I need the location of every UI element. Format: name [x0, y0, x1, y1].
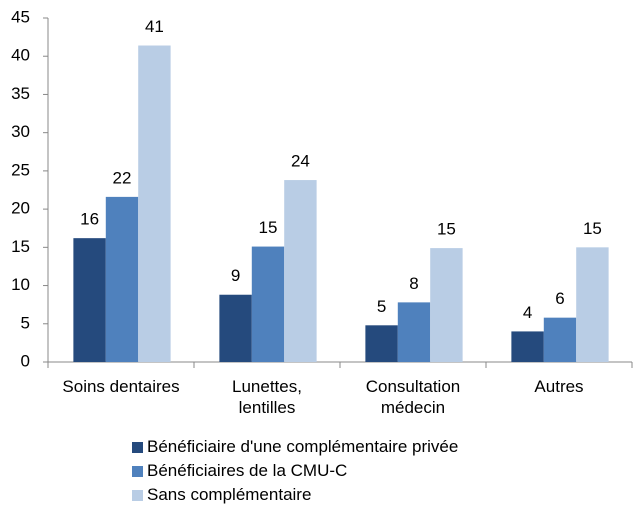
y-tick-label: 45	[11, 7, 30, 26]
data-label: 24	[291, 152, 310, 171]
x-tick-label: Soins dentaires	[62, 377, 180, 396]
y-tick-label: 25	[11, 160, 30, 179]
bar	[73, 238, 106, 362]
y-tick-label: 5	[21, 313, 30, 332]
bar	[284, 180, 317, 362]
legend-item: Bénéficiaires de la CMU-C	[132, 460, 347, 482]
bar	[365, 325, 398, 362]
data-label: 5	[377, 297, 386, 316]
bar	[511, 331, 544, 362]
data-label: 41	[145, 17, 164, 36]
y-tick-label: 40	[11, 46, 30, 65]
y-tick-label: 20	[11, 199, 30, 218]
bar	[576, 247, 609, 362]
legend-label: Bénéficiaire d'une complémentaire privée	[147, 437, 459, 456]
x-tick-label: Consultation médecin	[365, 377, 461, 417]
data-label: 8	[409, 274, 418, 293]
data-label: 15	[259, 218, 278, 237]
y-tick-label: 0	[21, 351, 30, 370]
bar	[219, 294, 252, 362]
data-label: 4	[523, 303, 532, 322]
data-label: 16	[80, 210, 99, 229]
y-tick-label: 15	[11, 237, 30, 256]
x-tick-label: Autres	[534, 377, 584, 396]
bar	[105, 196, 139, 362]
data-label: 6	[555, 289, 564, 308]
data-label: 22	[113, 168, 132, 187]
legend-item: Bénéficiaire d'une complémentaire privée	[132, 436, 458, 458]
data-label: 9	[231, 266, 240, 285]
legend-swatch	[132, 441, 143, 453]
y-tick-label: 30	[11, 122, 30, 141]
y-tick-label: 35	[11, 84, 30, 103]
data-label: 15	[583, 219, 602, 238]
bar	[397, 302, 431, 362]
legend-swatch	[132, 465, 143, 477]
bar	[430, 248, 463, 362]
x-tick-label: Lunettes, lentilles	[232, 377, 302, 417]
y-tick-label: 10	[11, 275, 30, 294]
legend-swatch	[132, 489, 143, 501]
bar	[543, 317, 577, 362]
legend-label: Sans complémentaire	[147, 485, 312, 504]
legend-label: Bénéficiaires de la CMU-C	[147, 461, 348, 480]
bar	[251, 246, 285, 362]
bar	[138, 45, 171, 363]
legend-item: Sans complémentaire	[132, 484, 311, 506]
data-label: 15	[437, 220, 456, 239]
